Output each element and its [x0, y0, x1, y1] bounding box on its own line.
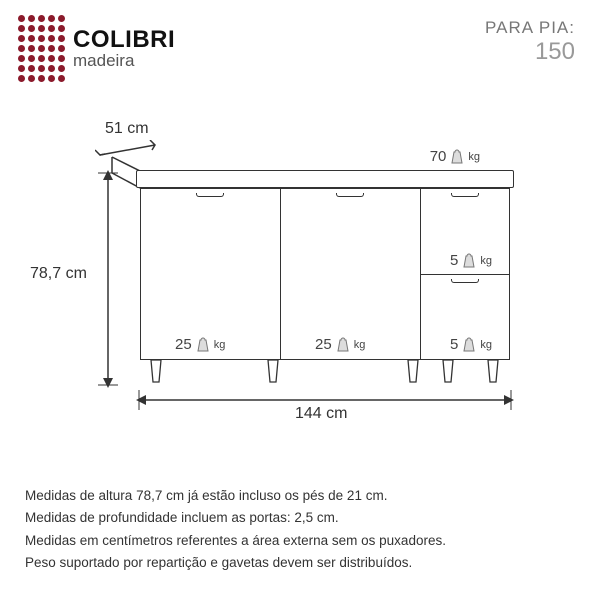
- dimension-diagram: 51 cm 78,7 cm 144 cm: [50, 115, 550, 445]
- weight-unit: kg: [480, 339, 492, 351]
- note-line: Peso suportado por repartição e gavetas …: [25, 553, 575, 573]
- handle-icon: [196, 193, 224, 197]
- handle-icon: [451, 193, 479, 197]
- weight-unit: kg: [354, 339, 366, 351]
- weight-unit: kg: [480, 255, 492, 267]
- weight-icon: [462, 337, 476, 353]
- weight-num: 70: [430, 148, 447, 165]
- weight-door1: 25 kg: [175, 336, 225, 353]
- logo-block: COLIBRI madeira: [18, 15, 175, 82]
- width-dimline: [136, 390, 514, 410]
- cabinet: 70 kg 25 kg 25 kg 5 kg 5 kg: [140, 170, 510, 385]
- weight-icon: [336, 337, 350, 353]
- weight-icon: [196, 337, 210, 353]
- footnotes: Medidas de altura 78,7 cm já estão inclu…: [25, 486, 575, 575]
- countertop: [136, 170, 514, 188]
- leg-icon: [440, 360, 456, 385]
- handle-icon: [336, 193, 364, 197]
- note-line: Medidas em centímetros referentes a área…: [25, 531, 575, 551]
- weight-icon: [450, 149, 464, 165]
- handle-icon: [451, 279, 479, 283]
- weight-top: 70 kg: [430, 148, 480, 165]
- weight-drawer2: 5 kg: [450, 336, 492, 353]
- dim-height: 78,7 cm: [30, 265, 87, 283]
- product-label: PARA PIA:: [485, 18, 575, 38]
- door-right: [281, 189, 421, 359]
- weight-num: 25: [175, 336, 192, 353]
- product-header: PARA PIA: 150: [485, 18, 575, 66]
- weight-door2: 25 kg: [315, 336, 365, 353]
- weight-unit: kg: [468, 151, 480, 163]
- note-line: Medidas de profundidade incluem as porta…: [25, 508, 575, 528]
- leg-icon: [265, 360, 281, 385]
- logo-dots: [18, 15, 65, 82]
- cabinet-body: [140, 188, 510, 360]
- legs: [140, 360, 510, 385]
- weight-unit: kg: [214, 339, 226, 351]
- height-dimline: [98, 170, 118, 388]
- weight-num: 25: [315, 336, 332, 353]
- drawers-column: [421, 189, 509, 359]
- brand-sub: madeira: [73, 52, 175, 69]
- note-line: Medidas de altura 78,7 cm já estão inclu…: [25, 486, 575, 506]
- leg-icon: [485, 360, 501, 385]
- leg-icon: [148, 360, 164, 385]
- weight-num: 5: [450, 252, 458, 269]
- weight-icon: [462, 253, 476, 269]
- weight-drawer1: 5 kg: [450, 252, 492, 269]
- door-left: [141, 189, 281, 359]
- product-value: 150: [485, 38, 575, 66]
- leg-icon: [405, 360, 421, 385]
- brand-name: COLIBRI: [73, 28, 175, 52]
- weight-num: 5: [450, 336, 458, 353]
- dim-depth: 51 cm: [105, 120, 149, 138]
